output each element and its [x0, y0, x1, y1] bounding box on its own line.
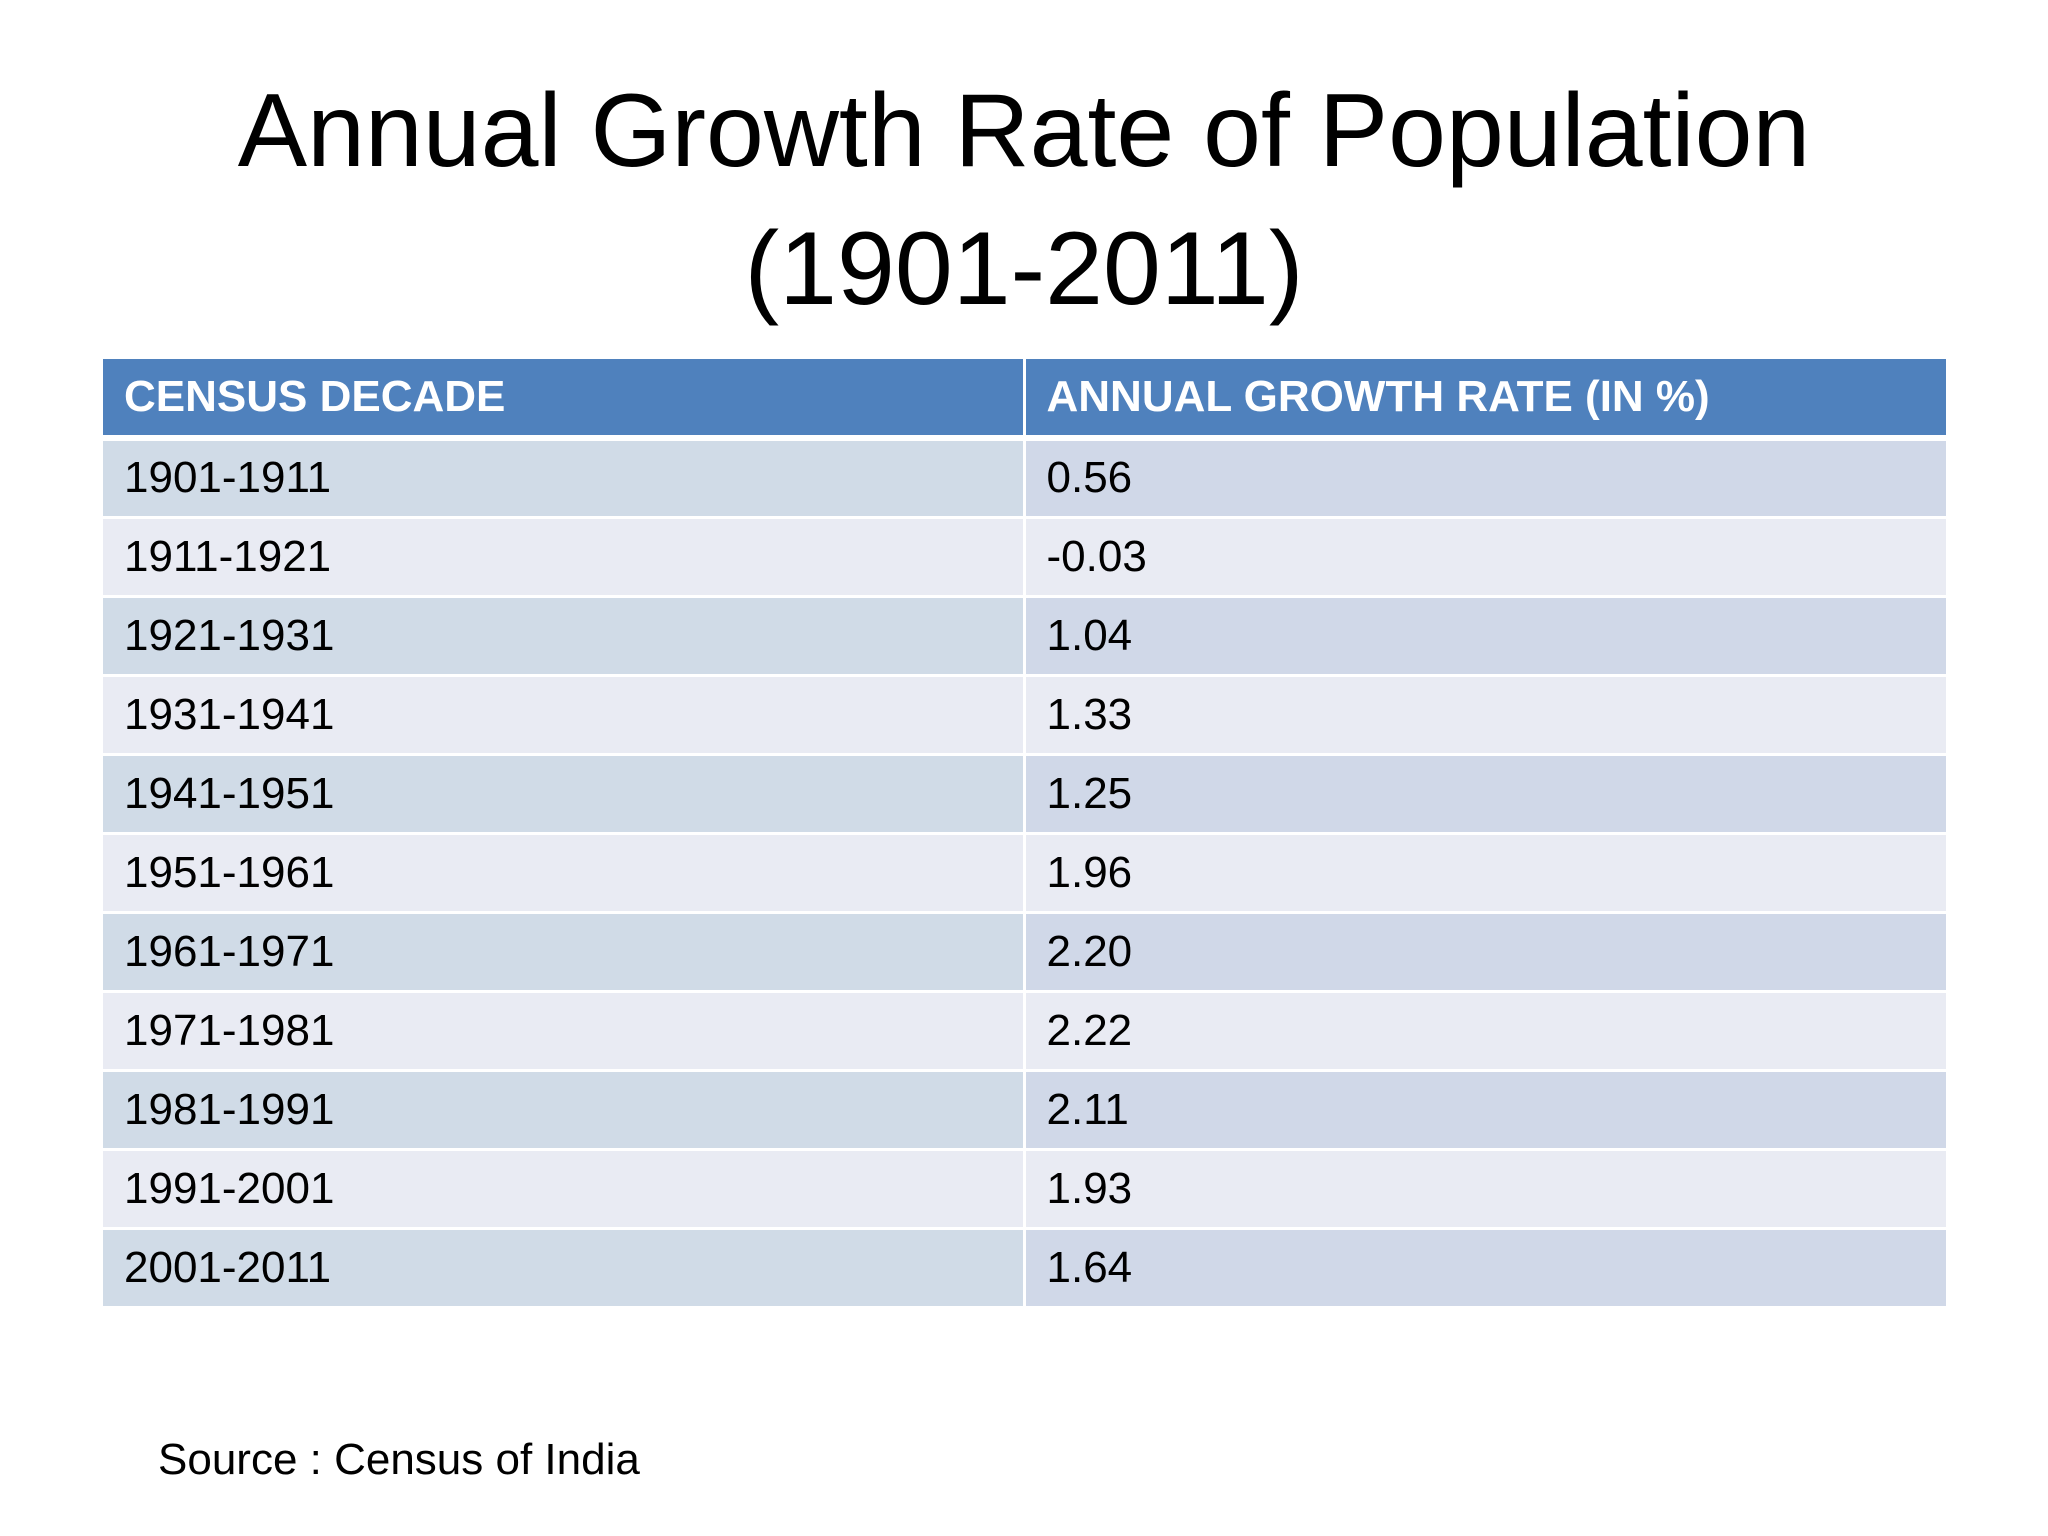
table-row: 1991-2001 1.93	[103, 1149, 1946, 1230]
cell-decade: 1901-1911	[103, 438, 1026, 519]
table-row: 1921-1931 1.04	[103, 596, 1946, 677]
table-row: 1911-1921 -0.03	[103, 517, 1946, 598]
table-row: 1961-1971 2.20	[103, 912, 1946, 993]
cell-decade: 1951-1961	[103, 833, 1026, 914]
cell-growth-rate: 1.96	[1024, 833, 1946, 914]
cell-growth-rate: 2.20	[1024, 912, 1946, 993]
cell-decade: 1991-2001	[103, 1149, 1026, 1230]
cell-growth-rate: 1.64	[1024, 1228, 1946, 1309]
slide-title: Annual Growth Rate of Population (1901-2…	[0, 62, 2048, 338]
source-note: Source : Census of India	[158, 1435, 640, 1484]
cell-decade: 1971-1981	[103, 991, 1026, 1072]
title-line-2: (1901-2011)	[744, 211, 1304, 327]
header-annual-growth-rate: ANNUAL GROWTH RATE (IN %)	[1024, 359, 1946, 441]
cell-decade: 1911-1921	[103, 517, 1026, 598]
table-header-row: CENSUS DECADE ANNUAL GROWTH RATE (IN %)	[103, 359, 1946, 441]
table-row: 1951-1961 1.96	[103, 833, 1946, 914]
cell-decade: 1921-1931	[103, 596, 1026, 677]
cell-growth-rate: 1.93	[1024, 1149, 1946, 1230]
table-row: 1941-1951 1.25	[103, 754, 1946, 835]
title-line-1: Annual Growth Rate of Population	[237, 73, 1811, 189]
cell-decade: 2001-2011	[103, 1228, 1026, 1309]
cell-growth-rate: 0.56	[1024, 438, 1946, 519]
cell-decade: 1931-1941	[103, 675, 1026, 756]
table-row: 1981-1991 2.11	[103, 1070, 1946, 1151]
cell-growth-rate: 1.33	[1024, 675, 1946, 756]
header-census-decade: CENSUS DECADE	[103, 359, 1026, 441]
cell-decade: 1961-1971	[103, 912, 1026, 993]
table-row: 1901-1911 0.56	[103, 438, 1946, 519]
cell-growth-rate: 2.22	[1024, 991, 1946, 1072]
cell-growth-rate: 1.25	[1024, 754, 1946, 835]
table-row: 1971-1981 2.22	[103, 991, 1946, 1072]
cell-growth-rate: -0.03	[1024, 517, 1946, 598]
cell-decade: 1941-1951	[103, 754, 1026, 835]
cell-decade: 1981-1991	[103, 1070, 1026, 1151]
table-row: 2001-2011 1.64	[103, 1228, 1946, 1309]
cell-growth-rate: 1.04	[1024, 596, 1946, 677]
growth-rate-table: CENSUS DECADE ANNUAL GROWTH RATE (IN %) …	[103, 359, 1946, 1309]
cell-growth-rate: 2.11	[1024, 1070, 1946, 1151]
table-row: 1931-1941 1.33	[103, 675, 1946, 756]
